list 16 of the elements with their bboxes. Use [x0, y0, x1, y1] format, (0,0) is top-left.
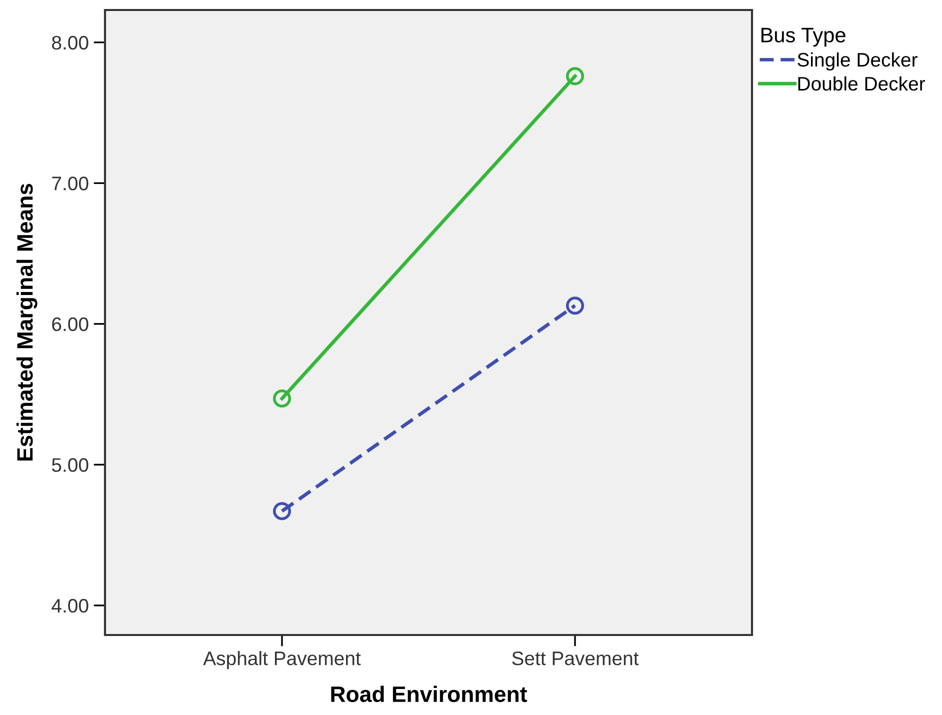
legend-label: Double Decker: [798, 76, 926, 91]
x-axis-title: Road Environment: [331, 686, 528, 702]
y-axis-title: Estimated Marginal Means: [16, 184, 38, 461]
point: [272, 389, 292, 408]
point: [272, 502, 292, 520]
y-tick-label: 7.00: [52, 176, 88, 190]
x-tick-label: Asphalt Pavement: [203, 650, 361, 670]
y-tick-label: 8.00: [52, 36, 88, 50]
y-tick-label: 4.00: [52, 598, 88, 613]
y-tick-label: 5.00: [52, 458, 88, 472]
point: [566, 296, 584, 315]
legend-title: Bus Type: [761, 28, 846, 47]
y-tick-label: 6.00: [52, 317, 88, 332]
point: [566, 67, 584, 86]
legend-label: Single Decker: [798, 52, 918, 71]
x-tick-label: Sett Pavement: [512, 651, 639, 666]
